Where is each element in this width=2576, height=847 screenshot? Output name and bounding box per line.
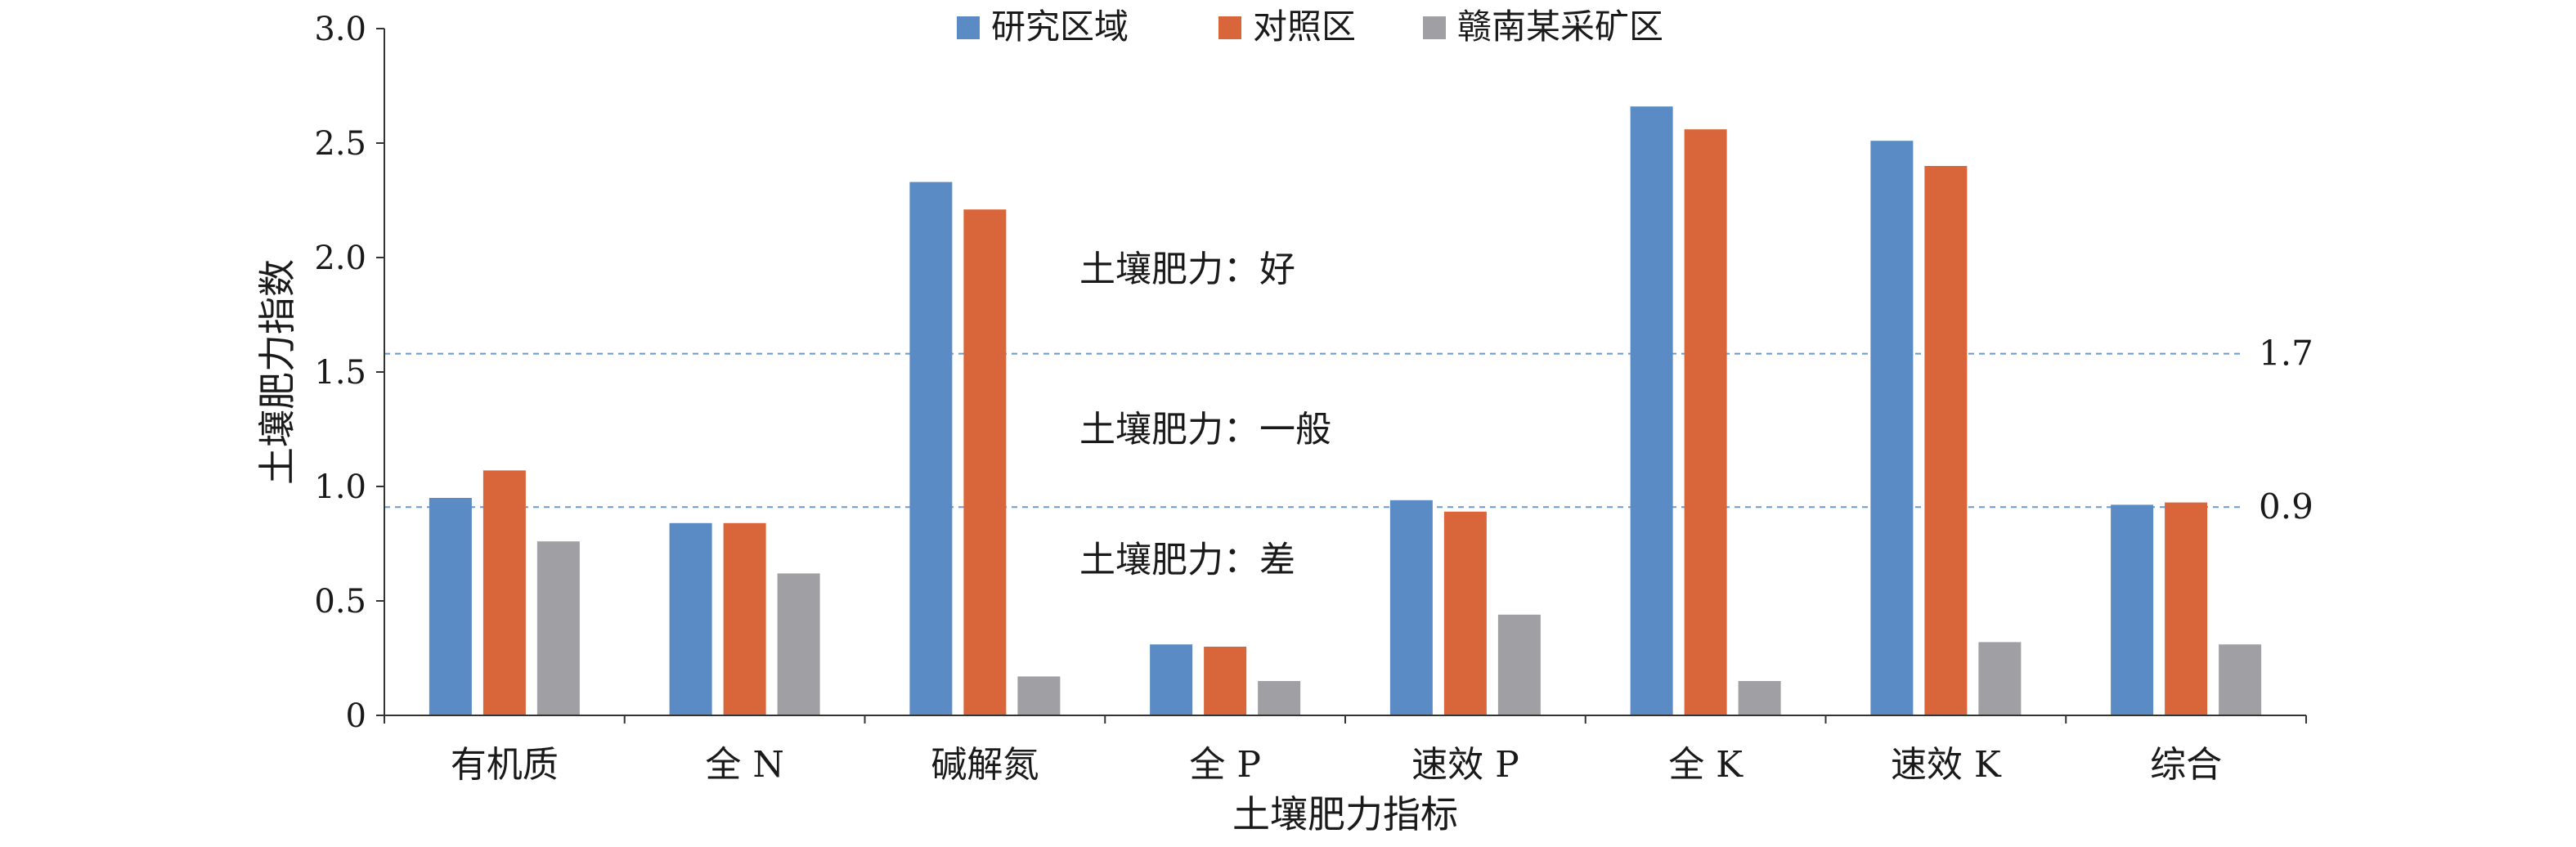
bar-series2-cat3 [1258,681,1301,715]
zone-annotation-1: 土壤肥力：一般 [1079,409,1331,450]
legend-label-2: 赣南某采矿区 [1457,7,1663,47]
bar-series0-cat5 [1630,106,1673,715]
y-tick-label-0: 0 [346,697,366,735]
bar-series1-cat6 [1924,166,1968,715]
zone-annotation-0: 土壤肥力：好 [1079,249,1295,290]
zone-annotation-2: 土壤肥力：差 [1079,540,1295,581]
bar-series2-cat7 [2219,644,2262,715]
legend-swatch-1 [1218,16,1241,39]
bar-series0-cat0 [429,498,472,715]
y-tick-label-3: 1.5 [314,354,366,392]
bar-series1-cat0 [482,470,526,715]
bar-series2-cat4 [1497,614,1541,715]
x-tick-label-2: 碱解氮 [931,744,1039,786]
threshold-label-1: 0.9 [2259,486,2313,527]
labels: 有机质 全 N 碱解氮 全 P 速效 P 全 K 速效 K 综合 0 0.5 1.0 1.5 2.0 2.… [314,11,2222,786]
y-axis-title: 土壤肥力指数 [255,259,299,485]
bar-series1-cat5 [1684,129,1727,715]
x-tick-label-1: 全 N [705,744,784,786]
bar-series1-cat3 [1204,647,1247,715]
y-tick-label-2: 1.0 [314,468,366,506]
bar-series1-cat2 [963,209,1007,715]
legend: 研究区域 对照区 赣南某采矿区 [957,7,1663,47]
x-tick-label-0: 有机质 [451,744,559,786]
y-tick-label-6: 3.0 [314,11,366,48]
bar-series0-cat4 [1389,500,1433,715]
y-tick-label-4: 2.0 [314,240,366,277]
legend-label-1: 对照区 [1253,7,1356,47]
bar-series2-cat2 [1017,676,1061,715]
bar-series0-cat2 [909,182,953,716]
x-tick-label-5: 全 K [1668,744,1744,786]
bar-series2-cat6 [1978,642,2022,715]
x-tick-label-4: 速效 P [1411,744,1519,786]
bar-series1-cat4 [1443,511,1487,715]
bar-series0-cat6 [1870,141,1914,715]
legend-swatch-2 [1423,16,1446,39]
x-tick-label-3: 全 P [1189,744,1261,786]
bar-series0-cat3 [1150,644,1193,715]
x-axis-title: 土壤肥力指标 [1232,792,1458,836]
bar-series2-cat0 [536,541,580,715]
bar-series0-cat1 [669,522,712,715]
x-tick-label-6: 速效 K [1891,744,2002,786]
bar-series1-cat1 [723,522,766,715]
legend-swatch-0 [957,16,980,39]
y-tick-label-5: 2.5 [314,125,366,163]
threshold-label-0: 1.7 [2259,334,2313,374]
threshold-lines: 1.7 0.9 [384,334,2313,527]
legend-label-0: 研究区域 [991,7,1129,47]
bar-series0-cat7 [2111,504,2154,715]
bar-series2-cat1 [777,573,820,715]
x-tick-label-7: 综合 [2150,744,2222,786]
bars [429,106,2262,716]
y-tick-label-1: 0.5 [314,583,366,621]
axes [376,28,2307,724]
bar-series1-cat7 [2165,502,2208,715]
bar-series2-cat5 [1738,681,1781,715]
